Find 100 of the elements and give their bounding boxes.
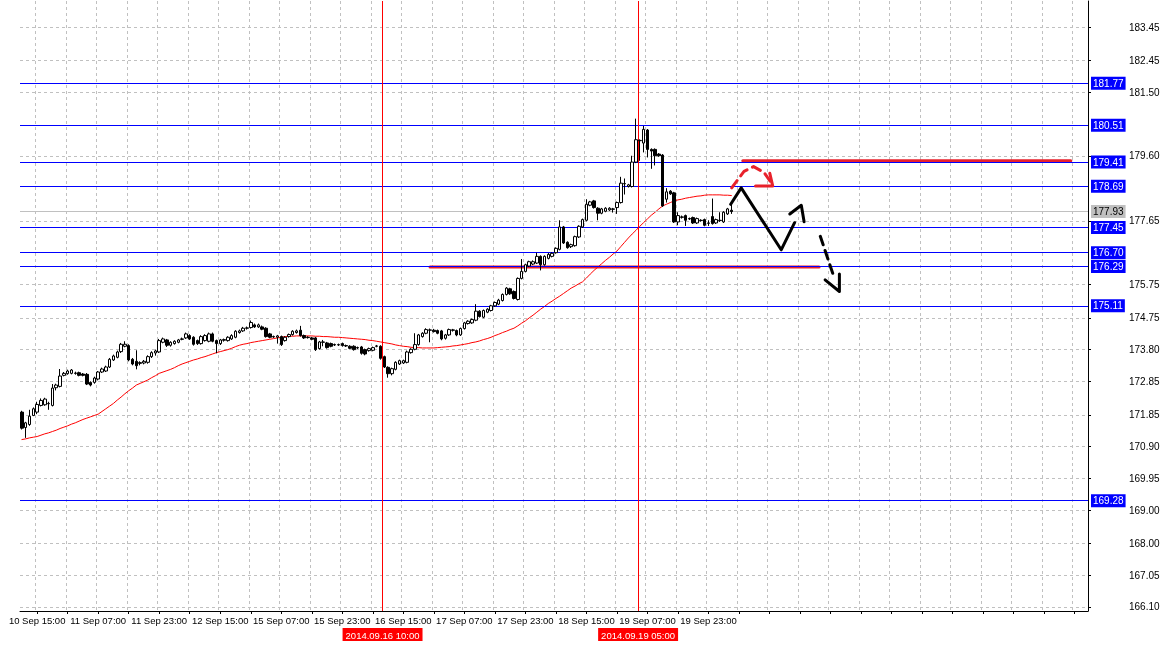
x-tick-label: 19 Sep 23:00 xyxy=(680,614,737,626)
x-tick-label: 11 Sep 23:00 xyxy=(131,614,188,626)
candlestick xyxy=(440,329,443,341)
candlestick xyxy=(257,323,260,329)
ref-line-label: 179.41 xyxy=(1093,156,1125,168)
candlestick xyxy=(661,153,664,208)
candlestick xyxy=(413,332,417,351)
candlestick xyxy=(722,210,725,224)
candlestick xyxy=(348,344,352,350)
candlestick xyxy=(394,360,397,371)
y-tick-label: 167.05 xyxy=(1129,569,1161,581)
candlestick xyxy=(58,368,62,388)
candlestick xyxy=(604,206,607,213)
candlestick xyxy=(119,342,123,354)
candlestick xyxy=(173,339,176,346)
candlestick xyxy=(142,359,146,365)
y-tick-label: 173.80 xyxy=(1129,344,1161,356)
candlestick xyxy=(146,354,150,365)
candlestick xyxy=(428,328,432,343)
x-tick-label: 10 Sep 15:00 xyxy=(8,614,66,626)
candlestick xyxy=(444,333,447,341)
candlestick xyxy=(337,343,340,347)
candlestick xyxy=(398,359,401,366)
candlestick xyxy=(558,219,561,251)
x-tick-label: 11 Sep 07:00 xyxy=(70,614,127,626)
y-tick-label: 168.00 xyxy=(1129,537,1161,549)
candlestick xyxy=(85,372,89,386)
ref-line-label: 176.29 xyxy=(1093,260,1125,272)
candlestick xyxy=(653,147,657,166)
candlestick xyxy=(276,334,279,345)
candlestick xyxy=(543,254,546,267)
candlestick xyxy=(287,333,291,339)
candlestick xyxy=(341,342,344,348)
candlestick xyxy=(314,336,317,352)
candlestick xyxy=(230,333,233,341)
candlestick xyxy=(550,251,554,258)
candlestick xyxy=(77,371,81,377)
x-tick-label: 19 Sep 07:00 xyxy=(619,614,676,626)
candlestick xyxy=(371,346,375,352)
y-tick-label: 181.50 xyxy=(1129,86,1161,98)
candlestick xyxy=(226,335,230,343)
candlestick xyxy=(157,338,161,354)
candlestick xyxy=(691,216,695,225)
candlestick xyxy=(196,339,199,346)
y-tick-label: 172.85 xyxy=(1129,375,1161,387)
ref-line-label: 178.69 xyxy=(1093,180,1125,192)
ref-line-label: 180.51 xyxy=(1093,119,1125,131)
candlestick xyxy=(249,320,253,330)
y-tick-label: 166.10 xyxy=(1129,601,1161,613)
candlestick xyxy=(70,368,73,375)
ref-line-label: 177.93 xyxy=(1093,206,1125,218)
candlestick xyxy=(329,342,333,348)
candlestick xyxy=(165,338,169,348)
candlestick xyxy=(127,343,130,362)
candlestick xyxy=(608,206,611,212)
candlestick xyxy=(238,329,241,335)
candlestick xyxy=(199,334,203,346)
candlestick xyxy=(207,332,211,343)
candlestick xyxy=(318,340,321,351)
y-tick-label: 177.65 xyxy=(1129,215,1161,227)
candlestick xyxy=(352,344,356,352)
candlestick xyxy=(96,370,100,381)
candlestick xyxy=(405,350,409,364)
candlestick xyxy=(367,347,371,353)
candlestick xyxy=(508,287,512,296)
candlestick xyxy=(264,326,268,339)
y-tick-label: 169.00 xyxy=(1129,504,1161,516)
x-tick-label: 16 Sep 15:00 xyxy=(375,614,432,626)
y-tick-label: 174.75 xyxy=(1129,312,1161,324)
candlestick xyxy=(241,326,245,333)
ref-line-label: 169.28 xyxy=(1093,495,1125,507)
candlestick xyxy=(684,214,687,227)
candlestick xyxy=(466,319,470,326)
candlestick xyxy=(527,260,531,268)
x-tick-label: 2014.09.16 10:00 xyxy=(345,629,420,641)
x-tick-label: 18 Sep 15:00 xyxy=(558,614,615,626)
candlestick xyxy=(43,397,47,407)
candlestick xyxy=(344,344,348,348)
candlestick xyxy=(695,217,699,225)
candlestick xyxy=(180,337,184,341)
candlestick xyxy=(299,325,302,338)
candlestick xyxy=(711,198,714,226)
candlestick xyxy=(539,254,542,271)
candlestick xyxy=(135,349,138,370)
candlestick xyxy=(703,218,706,227)
candlestick xyxy=(333,343,336,347)
x-tick-label: 2014.09.19 05:00 xyxy=(601,629,676,641)
candlestick xyxy=(672,191,676,224)
candlestick xyxy=(489,304,493,313)
candlestick xyxy=(234,329,237,339)
ref-line-label: 175.11 xyxy=(1093,300,1124,312)
x-tick-label: 17 Sep 23:00 xyxy=(497,614,554,626)
candlestick xyxy=(486,307,489,314)
candlestick xyxy=(730,203,733,215)
candlestick xyxy=(66,369,69,376)
candlestick xyxy=(253,323,256,329)
ref-line-label: 181.77 xyxy=(1093,77,1125,89)
candlestick xyxy=(295,329,298,335)
candlestick xyxy=(493,300,497,308)
y-tick-label: 179.60 xyxy=(1129,150,1161,162)
